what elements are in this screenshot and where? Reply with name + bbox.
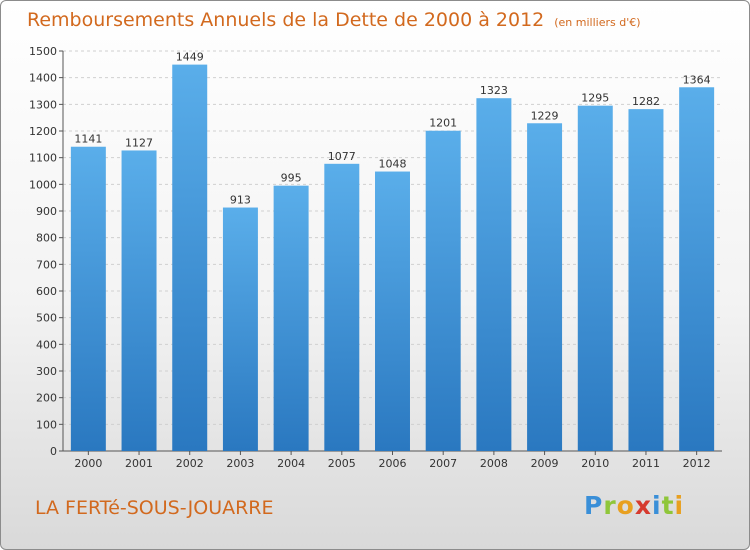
- logo-letter: P: [584, 491, 604, 520]
- y-tick-label: 200: [36, 392, 57, 405]
- y-tick-label: 500: [36, 312, 57, 325]
- x-tick-label: 2009: [531, 457, 559, 470]
- bar: [172, 64, 208, 451]
- y-tick-label: 100: [36, 418, 57, 431]
- x-tick-label: 2011: [632, 457, 660, 470]
- y-tick-label: 1300: [29, 98, 57, 111]
- bar: [628, 109, 664, 451]
- data-label: 1282: [632, 95, 660, 108]
- x-tick-label: 2008: [480, 457, 508, 470]
- data-label: 1364: [683, 73, 711, 86]
- bar: [273, 185, 309, 451]
- data-label: 1077: [328, 150, 356, 163]
- data-label: 1127: [125, 136, 153, 149]
- y-tick-label: 1200: [29, 125, 57, 138]
- x-tick-label: 2004: [277, 457, 305, 470]
- y-tick-label: 1400: [29, 72, 57, 85]
- x-tick-label: 2012: [683, 457, 711, 470]
- logo-letter: x: [634, 491, 652, 520]
- x-tick-label: 2000: [74, 457, 102, 470]
- x-tick-label: 2001: [125, 457, 153, 470]
- place-name: LA FERTé-SOUS-JOUARRE: [35, 497, 274, 519]
- proxiti-logo: Proxiti: [584, 491, 684, 520]
- bar: [577, 105, 613, 452]
- logo-letter: i: [652, 491, 662, 520]
- x-tick-label: 2010: [581, 457, 609, 470]
- y-tick-label: 300: [36, 365, 57, 378]
- bar: [476, 98, 512, 451]
- y-tick-label: 700: [36, 258, 57, 271]
- logo-letter: o: [616, 491, 635, 520]
- data-label: 1449: [176, 51, 204, 64]
- data-label: 1201: [429, 117, 457, 130]
- y-tick-label: 600: [36, 285, 57, 298]
- x-tick-label: 2002: [176, 457, 204, 470]
- logo-letter: t: [661, 491, 675, 520]
- bar: [375, 171, 410, 452]
- logo-letter: i: [674, 491, 685, 520]
- bars: [70, 64, 715, 452]
- labels: 0 100 200 300 400 500 600 700 800 900 1000 1100 1200…: [29, 45, 711, 470]
- data-label: 1141: [74, 133, 102, 146]
- logo-letter: r: [603, 491, 617, 520]
- chart-unit: (en milliers d'€): [554, 16, 641, 29]
- y-tick-label: 1000: [29, 178, 57, 191]
- y-tick-label: 1100: [29, 152, 57, 165]
- y-tick-label: 900: [36, 205, 57, 218]
- data-label: 1229: [531, 109, 559, 122]
- x-tick-label: 2003: [226, 457, 254, 470]
- y-tick-label: 0: [50, 445, 57, 458]
- bar: [679, 87, 715, 452]
- y-tick-label: 800: [36, 232, 57, 245]
- bar: [324, 163, 360, 452]
- y-tick-label: 1500: [29, 45, 57, 58]
- data-label: 995: [281, 172, 302, 185]
- data-label: 1048: [379, 158, 407, 171]
- x-tick-label: 2006: [379, 457, 407, 470]
- x-tick-label: 2007: [429, 457, 457, 470]
- data-label: 1323: [480, 84, 508, 97]
- bar: [222, 207, 258, 451]
- chart-title-text: Remboursements Annuels de la Dette de 20…: [27, 9, 545, 31]
- bar: [527, 123, 563, 452]
- bar: [425, 130, 461, 451]
- data-label: 1295: [581, 92, 609, 105]
- bar: [70, 146, 106, 451]
- bar: [121, 150, 157, 451]
- chart-title: Remboursements Annuels de la Dette de 20…: [27, 9, 641, 31]
- y-tick-label: 400: [36, 338, 57, 351]
- x-tick-label: 2005: [328, 457, 356, 470]
- data-label: 913: [230, 194, 251, 207]
